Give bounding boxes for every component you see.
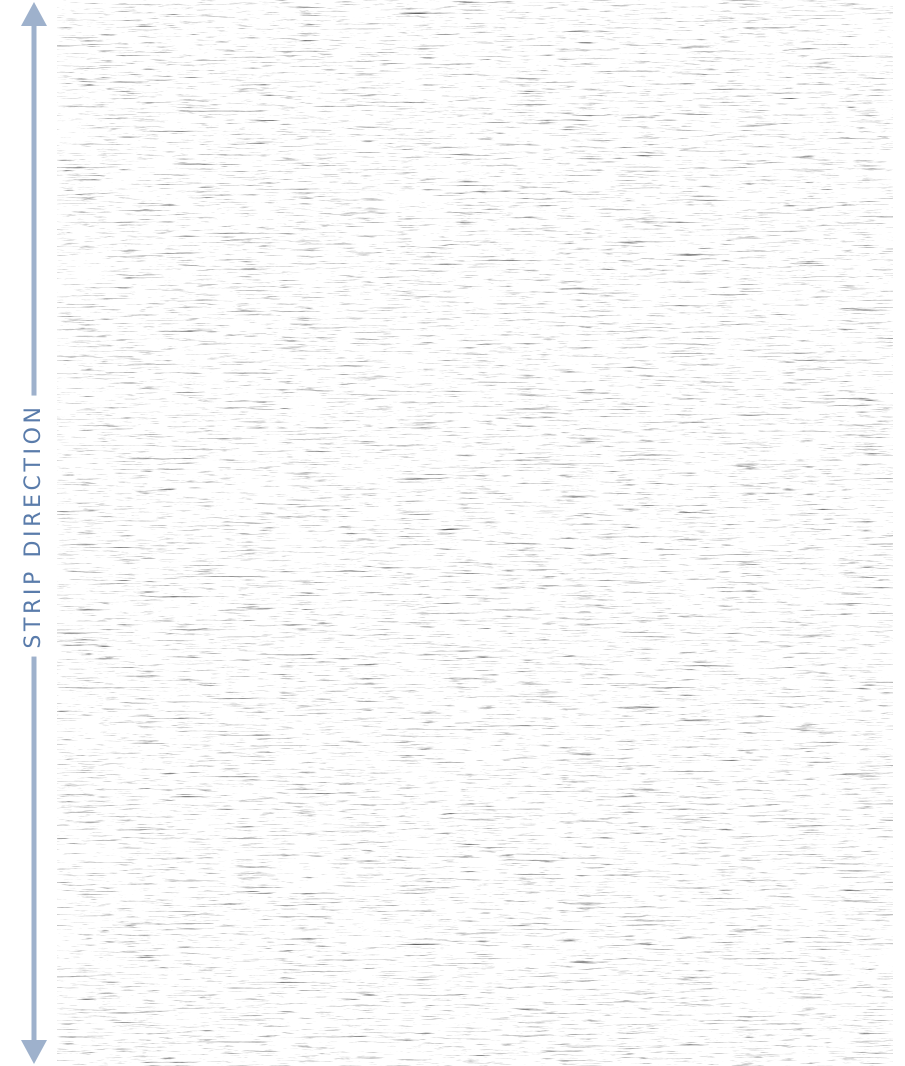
texture-noise-layer — [57, 0, 893, 1066]
streak-texture — [57, 0, 893, 1066]
strip-direction-label: STRIP DIRECTION — [21, 395, 46, 657]
arrow-head-up-icon — [21, 2, 47, 26]
arrow-head-down-icon — [21, 1040, 47, 1064]
noise-texture-panel — [57, 0, 893, 1066]
